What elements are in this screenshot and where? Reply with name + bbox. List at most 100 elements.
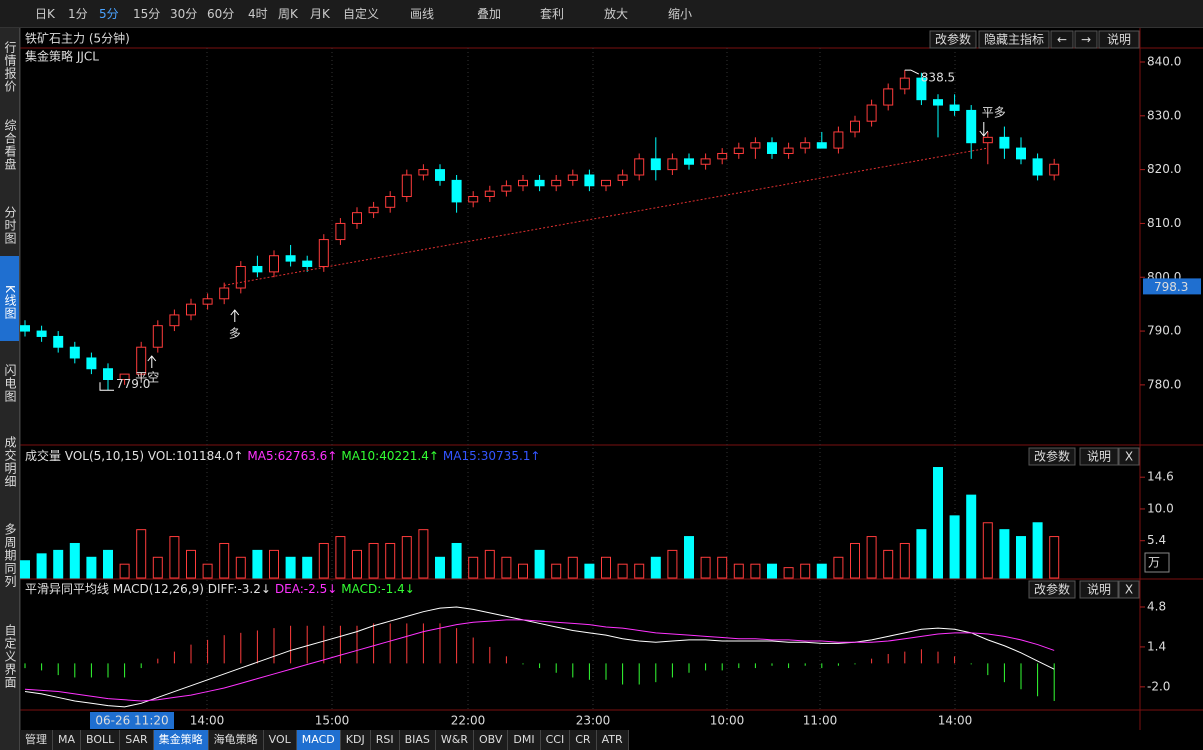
- indicator-tab[interactable]: 海龟策略: [209, 730, 264, 750]
- indicator-tab[interactable]: DMI: [508, 730, 541, 750]
- indicator-tab[interactable]: VOL: [264, 730, 297, 750]
- header-button[interactable]: [1098, 30, 1140, 49]
- toolbar-button[interactable]: 套利: [540, 7, 565, 21]
- low-marker: [99, 382, 114, 391]
- signal-label: 多: [229, 327, 241, 341]
- high-annotation: 838.5: [921, 71, 955, 85]
- volume-bar: [318, 542, 329, 579]
- candle-body: [385, 196, 396, 208]
- indicator-tab[interactable]: BIAS: [400, 730, 436, 750]
- sidebar-tab[interactable]: 成交明细: [3, 436, 17, 488]
- header-button-label[interactable]: 隐藏主指标: [984, 32, 1044, 47]
- header-button-label[interactable]: 说明: [1107, 32, 1131, 47]
- volume-bar: [684, 536, 694, 579]
- candle-body: [401, 174, 412, 198]
- sidebar-tab[interactable]: 行情报价: [3, 41, 17, 93]
- sidebar-tab[interactable]: K线图: [0, 256, 19, 341]
- toolbar-button[interactable]: 缩小: [668, 7, 693, 21]
- header-button-label[interactable]: ←: [1057, 33, 1067, 47]
- toolbar-button[interactable]: 60分: [207, 7, 235, 21]
- indicator-tab[interactable]: 管理: [20, 730, 53, 750]
- volume-bar: [717, 556, 728, 579]
- candle-body: [235, 265, 246, 289]
- panel-button[interactable]: [1028, 447, 1076, 466]
- y-tick-label: 790.0: [1147, 324, 1181, 338]
- header-button[interactable]: [978, 30, 1050, 49]
- panel-button-label[interactable]: 说明: [1087, 449, 1111, 464]
- candle-body: [601, 179, 611, 187]
- panel-button[interactable]: [1118, 447, 1140, 466]
- toolbar-button[interactable]: 周K: [278, 7, 298, 21]
- panel-button-label[interactable]: X: [1125, 583, 1133, 597]
- header-button[interactable]: [1050, 30, 1074, 49]
- toolbar-button[interactable]: 日K: [35, 7, 55, 21]
- toolbar-button[interactable]: 1分: [68, 7, 88, 21]
- y-tick-label: 1.4: [1147, 639, 1166, 653]
- indicator-tab[interactable]: CCI: [541, 730, 571, 750]
- indicator-tab[interactable]: RSI: [371, 730, 400, 750]
- volume-bar: [36, 553, 47, 579]
- toolbar-button[interactable]: 5分: [99, 7, 119, 21]
- volume-bar: [733, 563, 744, 579]
- candle-body: [933, 99, 943, 106]
- indicator-tab[interactable]: 集金策略: [153, 730, 209, 750]
- panel-button-label[interactable]: 改参数: [1034, 449, 1070, 464]
- signal-arrow: [979, 122, 989, 137]
- volume-bar: [269, 549, 279, 579]
- panel-button[interactable]: [1118, 580, 1140, 599]
- candle-body: [767, 142, 777, 154]
- volume-bar: [285, 556, 296, 579]
- toolbar-button[interactable]: 叠加: [477, 7, 502, 21]
- panel-button[interactable]: [1079, 580, 1119, 599]
- toolbar-button[interactable]: 30分: [170, 7, 198, 21]
- toolbar-button[interactable]: 15分: [133, 7, 161, 21]
- sidebar-tab[interactable]: 自定义界面: [3, 623, 17, 689]
- header-button[interactable]: [929, 30, 977, 49]
- indicator-tab[interactable]: KDJ: [341, 730, 371, 750]
- header-button-label[interactable]: 改参数: [935, 32, 971, 47]
- time-label: 06-26 11:20: [95, 714, 168, 728]
- toolbar-button[interactable]: 放大: [604, 7, 629, 21]
- sidebar-tab[interactable]: 分时图: [3, 205, 17, 245]
- candle-body: [733, 147, 744, 154]
- indicator-tab[interactable]: CR: [570, 730, 597, 750]
- header-button-label[interactable]: →: [1081, 33, 1091, 47]
- candle-body: [816, 142, 827, 149]
- volume-bar: [202, 563, 213, 579]
- toolbar-button[interactable]: 画线: [410, 7, 435, 21]
- candle-body: [700, 158, 711, 165]
- panel-button-label[interactable]: 说明: [1087, 582, 1111, 597]
- indicator-tab[interactable]: BOLL: [81, 730, 121, 750]
- header-button[interactable]: [1074, 30, 1098, 49]
- candle-body: [435, 169, 445, 181]
- sidebar-tab[interactable]: 多周期同列: [3, 522, 17, 588]
- panel-button-label[interactable]: X: [1125, 450, 1133, 464]
- indicator-tab[interactable]: MACD: [296, 730, 341, 750]
- y-tick-label: 4.8: [1147, 599, 1166, 613]
- candle-body: [69, 346, 80, 359]
- indicator-tab[interactable]: ATR: [597, 730, 629, 750]
- strategy-label: 集金策略 JJCL: [25, 49, 99, 64]
- candle-body: [783, 147, 794, 154]
- toolbar-button[interactable]: 月K: [310, 7, 330, 21]
- volume-bar: [451, 542, 462, 579]
- signal-arrow: [147, 355, 157, 368]
- header-item: MA15:30735.1↑: [443, 449, 541, 463]
- sidebar-tab[interactable]: 闪电图: [3, 363, 17, 403]
- y-tick-label: 14.6: [1147, 470, 1174, 484]
- toolbar-button[interactable]: 4时: [248, 7, 268, 21]
- y-tick-label: -2.0: [1147, 679, 1170, 693]
- indicator-tab[interactable]: MA: [53, 730, 82, 750]
- panel-header: 平滑异同平均线 MACD(12,26,9) DIFF:-3.2↓ DEA:-2.5…: [25, 582, 415, 596]
- panel-button-label[interactable]: 改参数: [1034, 582, 1070, 597]
- panel-button[interactable]: [1028, 580, 1076, 599]
- indicator-tab[interactable]: SAR: [120, 730, 154, 750]
- candle-body: [850, 120, 860, 133]
- volume-bar: [933, 467, 943, 579]
- toolbar-button[interactable]: 自定义: [343, 7, 380, 21]
- panel-button[interactable]: [1079, 447, 1119, 466]
- indicator-tab[interactable]: W&R: [436, 730, 474, 750]
- indicator-tab[interactable]: OBV: [474, 730, 509, 750]
- volume-bar: [335, 536, 346, 579]
- sidebar-tab[interactable]: 综合看盘: [3, 119, 17, 171]
